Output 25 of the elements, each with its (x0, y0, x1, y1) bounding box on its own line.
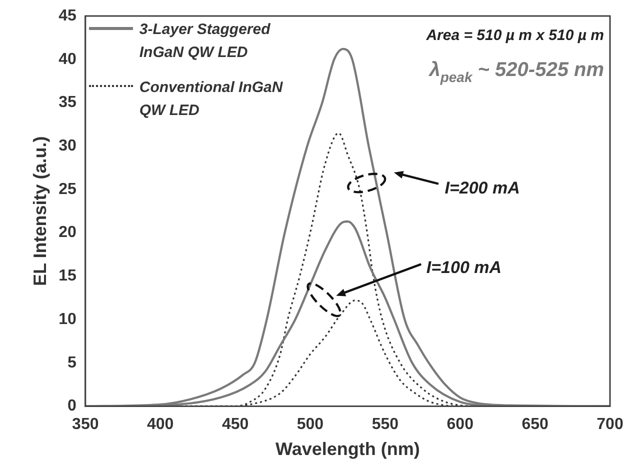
y-axis-title: EL Intensity (a.u.) (30, 136, 50, 286)
y-tick-label: 35 (58, 94, 76, 112)
y-tick-label: 15 (58, 268, 76, 285)
y-tick-label: 20 (58, 224, 76, 242)
x-tick-label: 650 (522, 416, 548, 434)
y-tick-label: 40 (58, 50, 76, 68)
x-tick-label: 450 (222, 416, 249, 434)
x-tick-label: 500 (296, 416, 324, 434)
y-tick-label: 10 (58, 310, 76, 328)
annotation: I=100 mA (426, 258, 502, 277)
y-tick-label: 25 (58, 180, 76, 198)
x-tick-label: 550 (372, 416, 399, 434)
x-tick-label: 350 (72, 416, 99, 434)
annotation: Area = 510 µ m x 510 µ m (425, 27, 604, 44)
y-tick-label: 0 (67, 398, 76, 415)
annotation: I=200 mA (444, 178, 520, 198)
legend-label: 3-Layer Staggered InGaN QW LED (139, 20, 272, 63)
x-tick-label: 600 (446, 416, 474, 434)
x-tick-label: 400 (146, 416, 174, 434)
legend-label: Conventional InGaN QW LED (139, 78, 284, 121)
y-tick-label: 5 (67, 354, 76, 372)
x-axis-title: Wavelength (nm) (276, 439, 420, 460)
y-tick-label: 30 (58, 137, 76, 154)
x-tick-label: 700 (596, 416, 624, 434)
y-tick-label: 45 (58, 7, 76, 24)
